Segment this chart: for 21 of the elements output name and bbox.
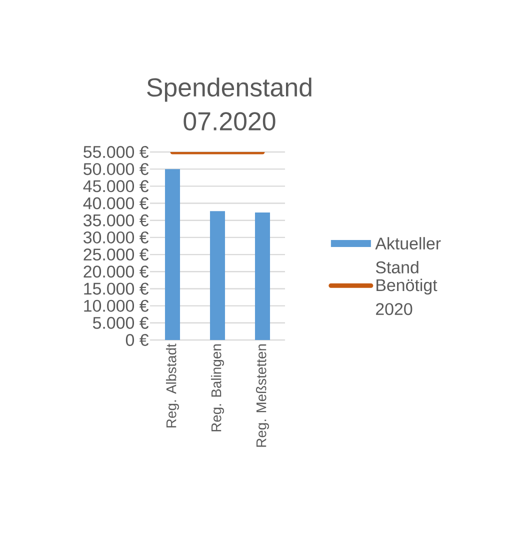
bar	[254, 212, 270, 340]
y-tick-label: 5.000 €	[92, 316, 149, 329]
bar	[165, 169, 180, 340]
legend-label: Benötigt 2020	[376, 278, 438, 316]
y-tick-label: 50.000 €	[84, 163, 149, 176]
y-tick-label: 0 €	[126, 334, 149, 346]
chart-title: Spendenstand 07.2020	[147, 78, 312, 130]
legend-label: Aktueller Stand	[375, 237, 441, 274]
y-tick-label: 20.000 €	[84, 266, 149, 278]
y-tick-label: 15.000 €	[84, 282, 149, 295]
y-tick-label: 30.000 €	[84, 231, 149, 244]
x-tick-label: Reg. Meßstetten	[256, 344, 269, 447]
y-tick-label: 45.000 €	[83, 180, 149, 192]
y-tick-label: 35.000 €	[84, 214, 149, 226]
x-tick-label: Reg. Balingen	[210, 344, 224, 432]
y-tick-label: 25.000 €	[84, 248, 149, 261]
y-tick-label: 55.000 €	[84, 146, 149, 158]
bar	[210, 211, 225, 340]
y-tick-label: 40.000 €	[83, 197, 149, 210]
y-tick-label: 10.000 €	[84, 300, 149, 312]
x-tick-label: Reg. Albstadt	[166, 344, 179, 428]
